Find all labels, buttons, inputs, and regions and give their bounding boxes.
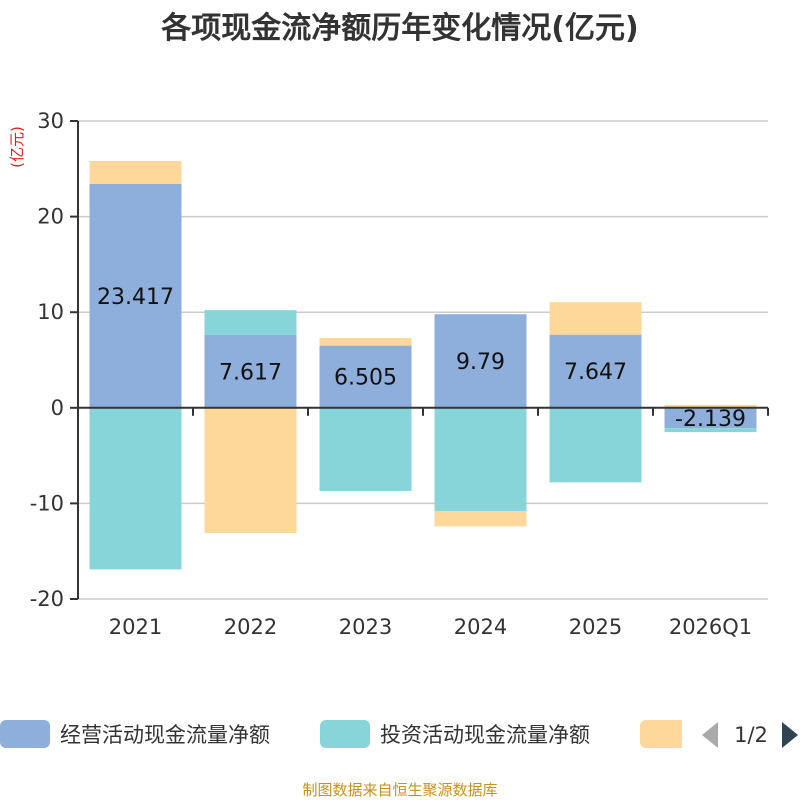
bar-segment[interactable] — [664, 428, 757, 433]
y-tick-label: 10 — [37, 300, 64, 324]
x-tick-label: 2026Q1 — [669, 615, 752, 639]
bar-segment[interactable] — [204, 407, 297, 534]
data-label: 7.647 — [564, 360, 627, 385]
bar-segment[interactable] — [319, 407, 412, 491]
x-tick-label: 2021 — [109, 615, 162, 639]
bar-segment[interactable] — [434, 511, 527, 527]
legend-label[interactable]: 投资活动现金流量净额 — [380, 723, 590, 747]
legend-swatch[interactable] — [640, 720, 690, 748]
y-tick-label: 30 — [37, 109, 64, 133]
x-tick-label: 2024 — [454, 615, 507, 639]
x-tick-label: 2022 — [224, 615, 277, 639]
y-axis-label: (亿元) — [8, 126, 26, 168]
legend-label[interactable]: 经营活动现金流量净额 — [60, 723, 270, 747]
bar-segment[interactable] — [664, 407, 757, 429]
bar-segment[interactable] — [434, 314, 527, 408]
bar-segment[interactable] — [549, 334, 642, 408]
chart-title: 各项现金流净额历年变化情况(亿元) — [160, 11, 638, 46]
x-tick-label: 2025 — [569, 615, 622, 639]
legend-prev-icon[interactable] — [702, 722, 718, 748]
data-label: 6.505 — [334, 366, 397, 391]
y-tick-label: 0 — [51, 396, 64, 420]
legend-swatch[interactable] — [0, 720, 50, 748]
bar-segment[interactable] — [319, 345, 412, 408]
legend-pager-bg — [682, 715, 800, 755]
y-tick-label: -20 — [30, 587, 64, 611]
bar-segment[interactable] — [89, 407, 182, 570]
x-tick-label: 2023 — [339, 615, 392, 639]
legend-next-icon[interactable] — [782, 722, 798, 748]
data-label: 23.417 — [97, 285, 174, 310]
bar-segment[interactable] — [89, 160, 182, 184]
y-tick-label: -10 — [30, 491, 64, 515]
bar-segment[interactable] — [89, 183, 182, 408]
y-tick-label: 20 — [37, 205, 64, 229]
bar-segment[interactable] — [204, 334, 297, 408]
legend-page: 1/2 — [734, 723, 768, 747]
bar-segment[interactable] — [319, 337, 412, 346]
data-label: -2.139 — [675, 407, 746, 432]
data-label: 9.79 — [456, 350, 505, 375]
bar-segment[interactable] — [204, 310, 297, 335]
bar-segment[interactable] — [549, 302, 642, 335]
bar-segment[interactable] — [549, 407, 642, 483]
bar-segment[interactable] — [434, 407, 527, 512]
legend-swatch[interactable] — [320, 720, 370, 748]
bar-segment[interactable] — [664, 404, 757, 408]
data-label: 7.617 — [219, 360, 282, 385]
source-note: 制图数据来自恒生聚源数据库 — [302, 781, 497, 799]
